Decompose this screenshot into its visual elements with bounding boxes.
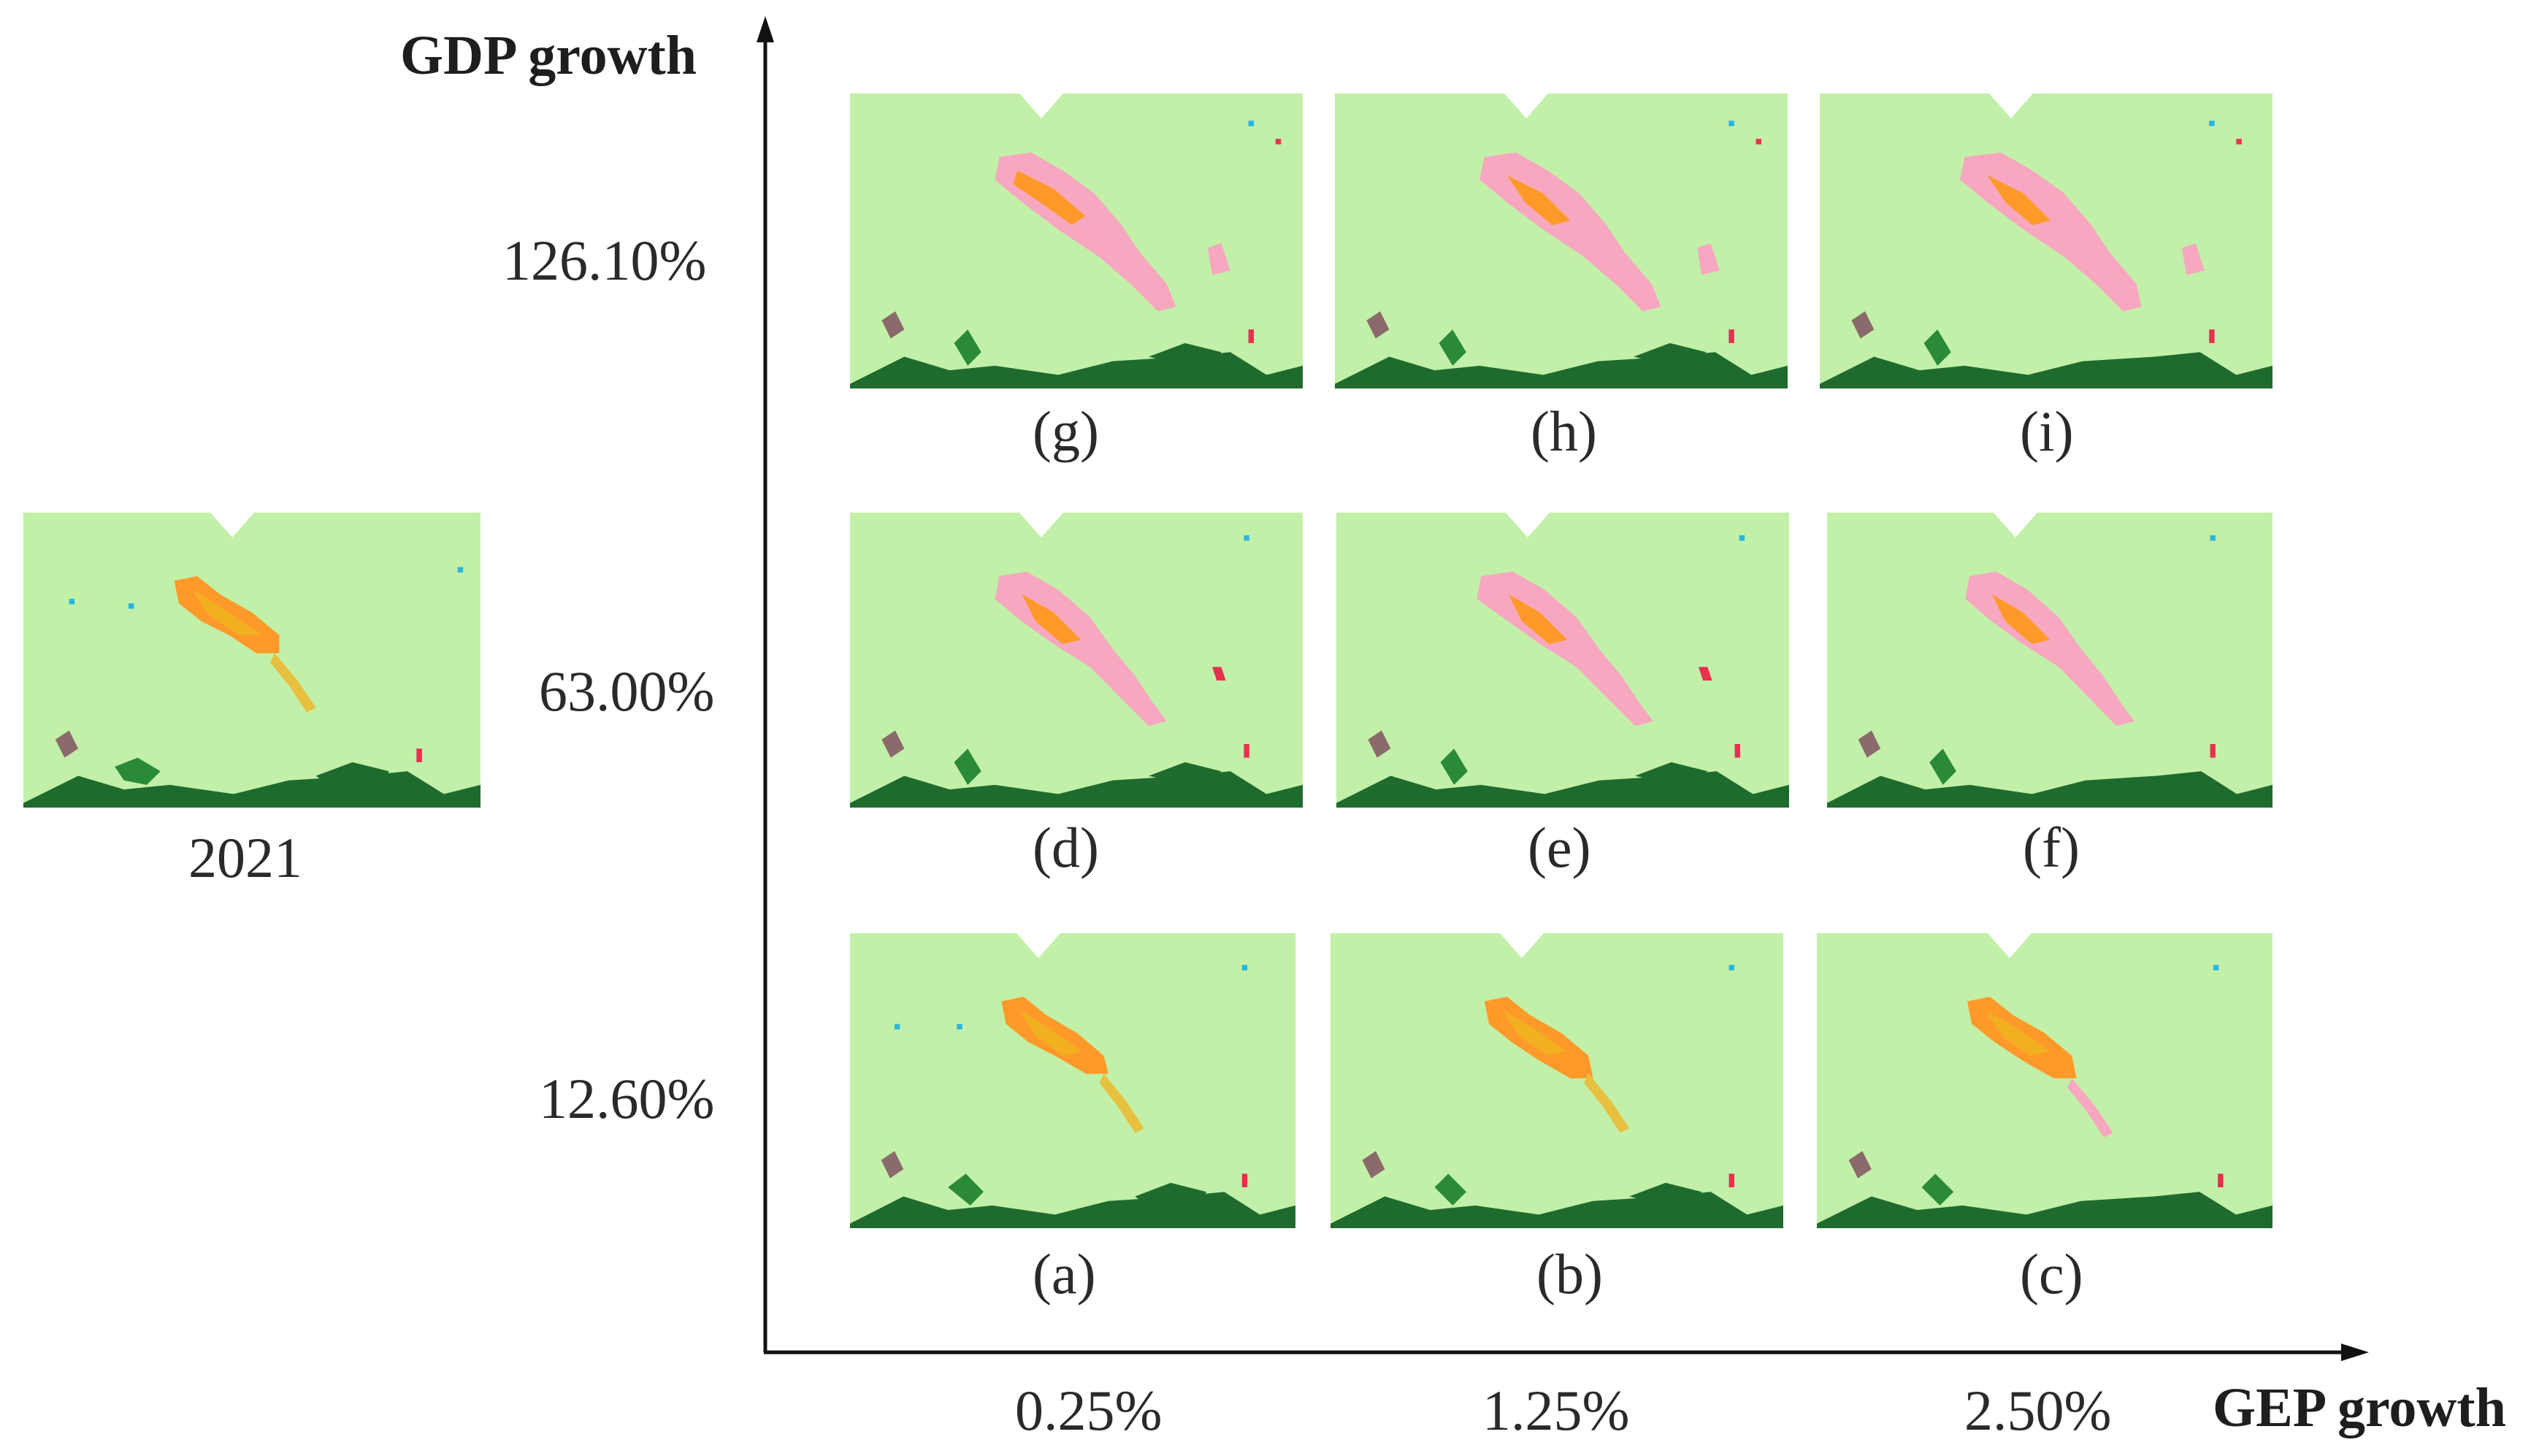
map-panel-b-landcover	[1330, 965, 1783, 1228]
x-tick-label: 2.50%	[1964, 1379, 2112, 1442]
panel-label-b: (b)	[1536, 1242, 1603, 1306]
x-tick-label: 1.25%	[1482, 1379, 1630, 1442]
map-panel-b	[1330, 933, 1783, 1228]
x-tick-label: 0.25%	[1015, 1379, 1163, 1442]
panel-label-d: (d)	[1033, 816, 1099, 879]
map-panel-d-landcover	[850, 535, 1303, 808]
map-panel-c-landcover	[1817, 965, 2272, 1228]
map-panel-h	[1335, 93, 1788, 388]
x-axis-arrowhead	[2341, 1344, 2369, 1361]
panel-label-i: (i)	[2020, 399, 2074, 463]
y-axis-arrowhead	[757, 16, 774, 42]
y-tick-label: 63.00%	[539, 659, 715, 723]
map-2021	[23, 513, 480, 808]
map-panel-a	[850, 933, 1295, 1228]
y-axis-title: GDP growth	[400, 25, 697, 86]
map-panel-i	[1820, 93, 2272, 388]
map-panel-f	[1827, 513, 2272, 808]
map-panel-g-landcover	[850, 120, 1303, 388]
map-2021-landcover	[23, 567, 480, 808]
map-panel-a-landcover	[850, 965, 1295, 1228]
map-panel-f-landcover	[1827, 535, 2272, 808]
panel-label-c: (c)	[2020, 1242, 2083, 1306]
map-panel-c	[1817, 933, 2272, 1228]
map-panel-i-landcover	[1820, 120, 2272, 388]
panel-label-f: (f)	[2023, 816, 2080, 879]
map-panel-d	[850, 513, 1303, 808]
panel-label-h: (h)	[1531, 399, 1597, 463]
panel-label-g: (g)	[1033, 399, 1099, 463]
panel-label-e: (e)	[1528, 816, 1591, 879]
x-axis-title: GEP growth	[2213, 1377, 2506, 1438]
y-tick-label: 12.60%	[539, 1067, 715, 1130]
panel-label-a: (a)	[1033, 1242, 1096, 1306]
map-panel-e-landcover	[1336, 535, 1789, 808]
map-panel-g	[850, 93, 1303, 388]
y-tick-label: 126.10%	[502, 229, 707, 292]
map-panel-h-landcover	[1335, 120, 1788, 388]
map-2021-label: 2021	[188, 826, 302, 889]
map-panel-e	[1336, 513, 1789, 808]
